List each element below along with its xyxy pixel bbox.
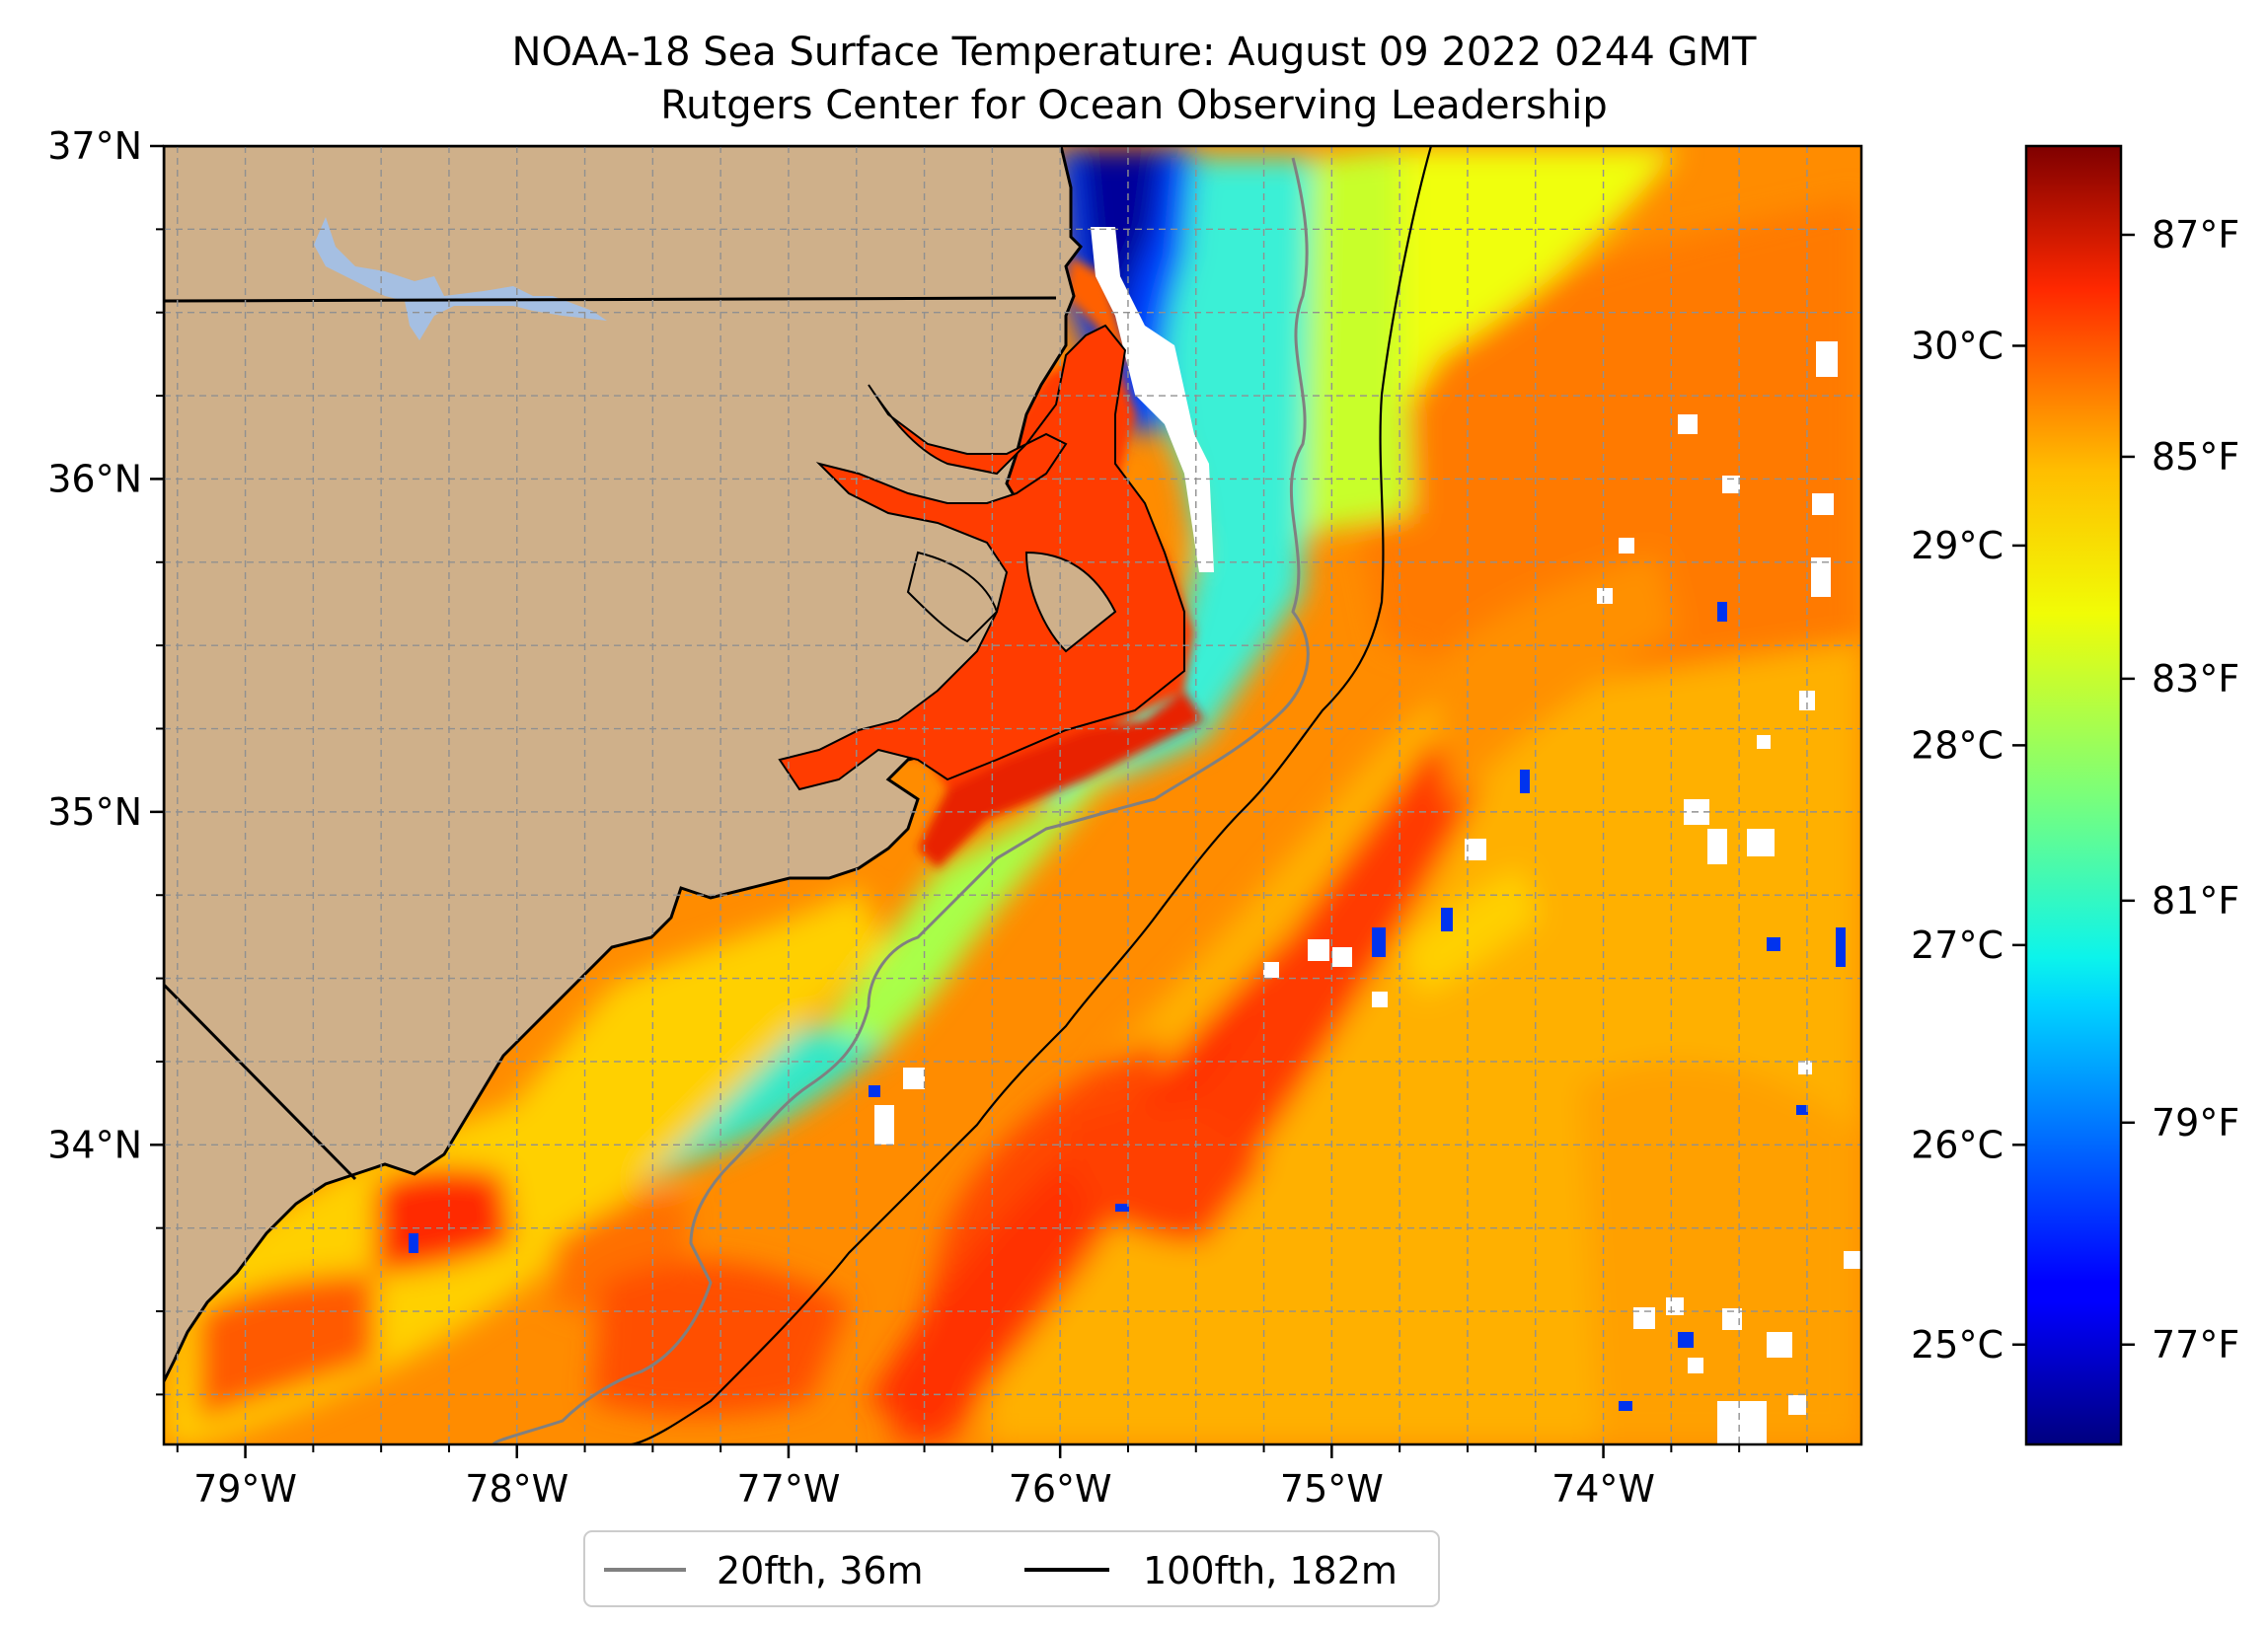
- lat-tick-label: 34°N: [47, 1123, 142, 1166]
- legend-label-100fth: 100fth, 182m: [1143, 1549, 1398, 1592]
- lat-tick-label: 37°N: [47, 124, 142, 168]
- colorbar-f-label: 85°F: [2152, 435, 2239, 479]
- lon-tick-label: 76°W: [1009, 1467, 1112, 1511]
- latitude-axis: 37°N 36°N 35°N 34°N: [47, 124, 164, 1166]
- colorbar-c-label: 30°C: [1911, 324, 2003, 367]
- colorbar-f-label: 83°F: [2152, 657, 2239, 701]
- map-area[interactable]: [164, 146, 1861, 1444]
- lake: [314, 217, 607, 340]
- lon-tick-label: 78°W: [465, 1467, 568, 1511]
- map-frame: [162, 144, 1863, 1446]
- lon-tick-label: 79°W: [193, 1467, 297, 1511]
- colorbar-c-label: 29°C: [1911, 524, 2003, 567]
- legend: 20fth, 36m 100fth, 182m: [583, 1530, 1440, 1607]
- colorbar-f-label: 77°F: [2152, 1323, 2239, 1367]
- colorbar: 25°C 26°C 27°C 28°C 29°C 30°C 77°F 79°F 81°F 83°…: [1911, 144, 2239, 1446]
- state-border-nc-sc: [164, 983, 357, 1181]
- lat-tick-label: 35°N: [47, 790, 142, 834]
- land: [164, 146, 1147, 1382]
- colorbar-f-label: 81°F: [2152, 879, 2239, 923]
- isobath-100fth: [631, 146, 1433, 1444]
- colorbar-c-label: 25°C: [1911, 1323, 2003, 1367]
- colorbar-c-label: 26°C: [1911, 1123, 2003, 1166]
- isobath-20fth: [491, 157, 1310, 1444]
- colorbar-celsius-ticks: 25°C 26°C 27°C 28°C 29°C 30°C: [1911, 324, 2026, 1367]
- sst-field: [164, 148, 1861, 1444]
- colorbar-c-label: 28°C: [1911, 723, 2003, 767]
- lon-tick-label: 77°W: [736, 1467, 840, 1511]
- colorbar-f-label: 87°F: [2152, 213, 2239, 257]
- cloud-masks: [874, 227, 1861, 1444]
- colorbar-fahrenheit-ticks: 77°F 79°F 81°F 83°F 85°F 87°F: [2121, 213, 2239, 1367]
- gridlines: [164, 146, 1861, 1444]
- colorbar-c-label: 27°C: [1911, 924, 2003, 967]
- pamlico-albemarle-estuaries: [778, 324, 1185, 791]
- chart-subtitle: Rutgers Center for Ocean Observing Leade…: [660, 83, 1608, 128]
- chart-title: NOAA-18 Sea Surface Temperature: August …: [511, 30, 1757, 75]
- lon-tick-label: 74°W: [1551, 1467, 1655, 1511]
- lat-tick-label: 36°N: [47, 457, 142, 500]
- legend-label-20fth: 20fth, 36m: [717, 1549, 924, 1592]
- longitude-axis: 79°W 78°W 77°W 76°W 75°W 74°W: [193, 1444, 1655, 1511]
- cold-spots: [409, 602, 1846, 1411]
- legend-box: [583, 1530, 1440, 1607]
- colorbar-f-label: 79°F: [2152, 1101, 2239, 1145]
- lon-tick-label: 75°W: [1280, 1467, 1384, 1511]
- colorbar-gradient: [2024, 144, 2123, 1446]
